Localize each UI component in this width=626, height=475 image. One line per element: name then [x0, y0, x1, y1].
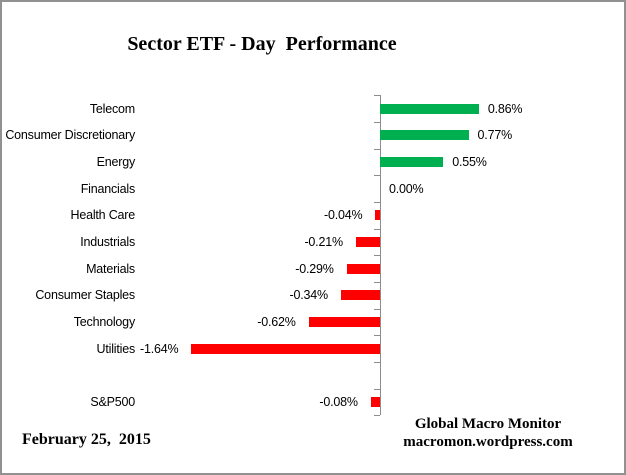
source-attribution: Global Macro Monitor macromon.wordpress.…	[390, 415, 586, 451]
category-label-industrials: Industrials	[80, 235, 135, 250]
axis-tick	[374, 255, 380, 257]
bar-technology	[308, 317, 380, 328]
axis-tick	[374, 228, 380, 230]
axis-tick	[374, 362, 380, 364]
value-label-utilities: -1.64%	[140, 341, 179, 356]
value-label-technology: -0.62%	[257, 315, 296, 330]
bar-s-p500	[370, 397, 380, 408]
axis-tick	[374, 148, 380, 150]
category-label-telecom: Telecom	[89, 101, 135, 116]
category-label-technology: Technology	[73, 315, 135, 330]
category-label-utilities: Utilities	[96, 341, 136, 356]
axis-tick	[374, 202, 380, 204]
axis-tick	[374, 388, 380, 390]
category-label-financials: Financials	[80, 181, 135, 196]
bar-consumer-discretionary	[380, 130, 469, 141]
category-label-s-p500: S&P500	[90, 395, 135, 410]
bar-telecom	[380, 103, 479, 114]
source-name: Global Macro Monitor	[414, 416, 562, 432]
value-label-s-p500: -0.08%	[319, 395, 358, 410]
axis-tick	[374, 95, 380, 97]
bar-industrials	[355, 237, 380, 248]
axis-tick	[374, 121, 380, 123]
category-label-energy: Energy	[96, 155, 136, 169]
bar-health-care	[375, 210, 380, 221]
value-label-health-care: -0.04%	[324, 208, 363, 223]
axis-tick	[374, 415, 380, 417]
axis-tick	[374, 175, 380, 177]
value-label-industrials: -0.21%	[304, 235, 343, 250]
date-label: February 25, 2015	[22, 431, 151, 448]
category-label-materials: Materials	[86, 261, 135, 276]
category-label-consumer-staples: Consumer Staples	[35, 288, 135, 303]
axis-tick	[374, 308, 380, 310]
category-label-consumer-discretionary: Consumer Discretionary	[5, 128, 135, 143]
value-label-financials: 0.00%	[389, 181, 424, 196]
bar-materials	[346, 263, 380, 274]
value-label-consumer-discretionary: 0.77%	[477, 128, 513, 143]
value-label-consumer-staples: -0.34%	[289, 288, 329, 303]
bar-energy	[380, 157, 444, 167]
value-label-materials: -0.29%	[295, 261, 334, 276]
axis-tick	[374, 282, 380, 284]
axis-tick	[374, 335, 380, 337]
bar-utilities	[191, 343, 380, 354]
category-label-health-care: Health Care	[70, 208, 136, 223]
category-axis-line	[380, 95, 381, 416]
source-url: macromon.wordpress.com	[403, 434, 573, 450]
value-label-telecom: 0.86%	[487, 101, 523, 116]
bar-consumer-staples	[340, 290, 380, 301]
chart-title: Sector ETF - Day Performance	[127, 33, 397, 55]
value-label-energy: 0.55%	[452, 155, 487, 169]
